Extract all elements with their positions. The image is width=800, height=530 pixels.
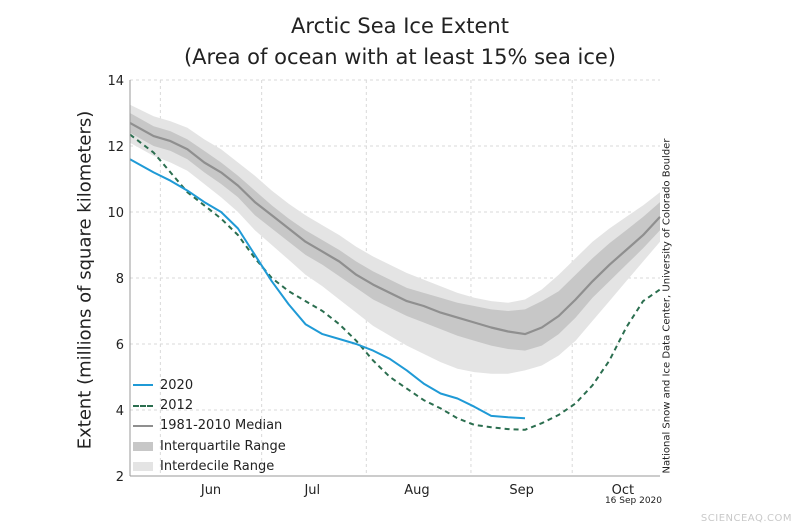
- x-tick-label: Oct: [612, 483, 634, 498]
- legend-swatch-interquartile: [133, 441, 153, 451]
- legend-item-interdecile: Interdecile Range: [133, 457, 286, 477]
- interquartile-band: [130, 113, 660, 351]
- chart-subtitle: (Area of ocean with at least 15% sea ice…: [183, 45, 616, 69]
- y-tick-label: 4: [116, 404, 124, 419]
- legend-item-interquartile: Interquartile Range: [133, 436, 286, 456]
- source-credit: National Snow and Ice Data Center, Unive…: [661, 138, 673, 474]
- y-tick-label: 12: [107, 140, 124, 155]
- chart-title: Arctic Sea Ice Extent: [291, 14, 509, 38]
- y-tick-label: 10: [107, 206, 124, 221]
- legend: 2020 2012 1981-2010 Median Interquartile…: [133, 375, 286, 477]
- legend-swatch-interdecile: [133, 462, 153, 472]
- series-2012-line: [129, 133, 661, 431]
- legend-label-median: 1981-2010 Median: [160, 418, 283, 434]
- x-tick-label: Sep: [509, 483, 534, 498]
- legend-label-interquartile: Interquartile Range: [160, 438, 286, 454]
- watermark: SCIENCEAQ.COM: [700, 513, 792, 524]
- tick-labels: 2 4 6 8 10 12 14 Jun Jul Aug Sep Oct: [107, 74, 634, 498]
- axes: [129, 80, 660, 477]
- interdecile-band: [130, 104, 660, 374]
- y-axis-label: Extent (millions of square kilometers): [74, 110, 96, 450]
- x-tick-label: Jul: [303, 483, 320, 498]
- y-tick-label: 2: [116, 470, 124, 485]
- legend-swatch-2020: [133, 384, 153, 387]
- legend-item-2012: 2012: [133, 395, 286, 415]
- series-2020-line: [129, 158, 526, 420]
- legend-label-interdecile: Interdecile Range: [160, 459, 275, 475]
- legend-label-2012: 2012: [160, 398, 194, 414]
- x-tick-label: Jun: [200, 483, 221, 498]
- y-tick-label: 14: [107, 74, 124, 89]
- date-stamp: 16 Sep 2020: [604, 496, 662, 506]
- legend-swatch-median: [133, 424, 153, 427]
- bands: [130, 104, 660, 374]
- legend-item-median: 1981-2010 Median: [133, 416, 286, 436]
- legend-item-2020: 2020: [133, 375, 286, 395]
- y-tick-label: 6: [116, 338, 124, 353]
- x-tick-label: Aug: [404, 483, 429, 498]
- y-tick-label: 8: [116, 272, 124, 287]
- series-lines: [129, 121, 661, 431]
- median-line: [129, 121, 661, 336]
- legend-swatch-2012: [133, 404, 153, 407]
- legend-label-2020: 2020: [160, 377, 194, 393]
